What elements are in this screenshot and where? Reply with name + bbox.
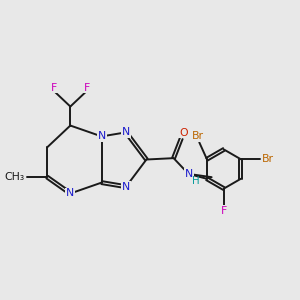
Text: Br: Br (262, 154, 274, 164)
Text: H: H (191, 176, 199, 186)
Text: F: F (51, 82, 57, 92)
Text: O: O (179, 128, 188, 138)
Text: CH₃: CH₃ (4, 172, 25, 182)
Text: F: F (221, 206, 227, 216)
Text: Br: Br (192, 131, 204, 141)
Text: N: N (122, 127, 130, 137)
Text: F: F (83, 82, 90, 92)
Text: N: N (98, 131, 106, 141)
Text: N: N (122, 182, 130, 192)
Text: N: N (66, 188, 74, 199)
Text: N: N (184, 169, 193, 179)
